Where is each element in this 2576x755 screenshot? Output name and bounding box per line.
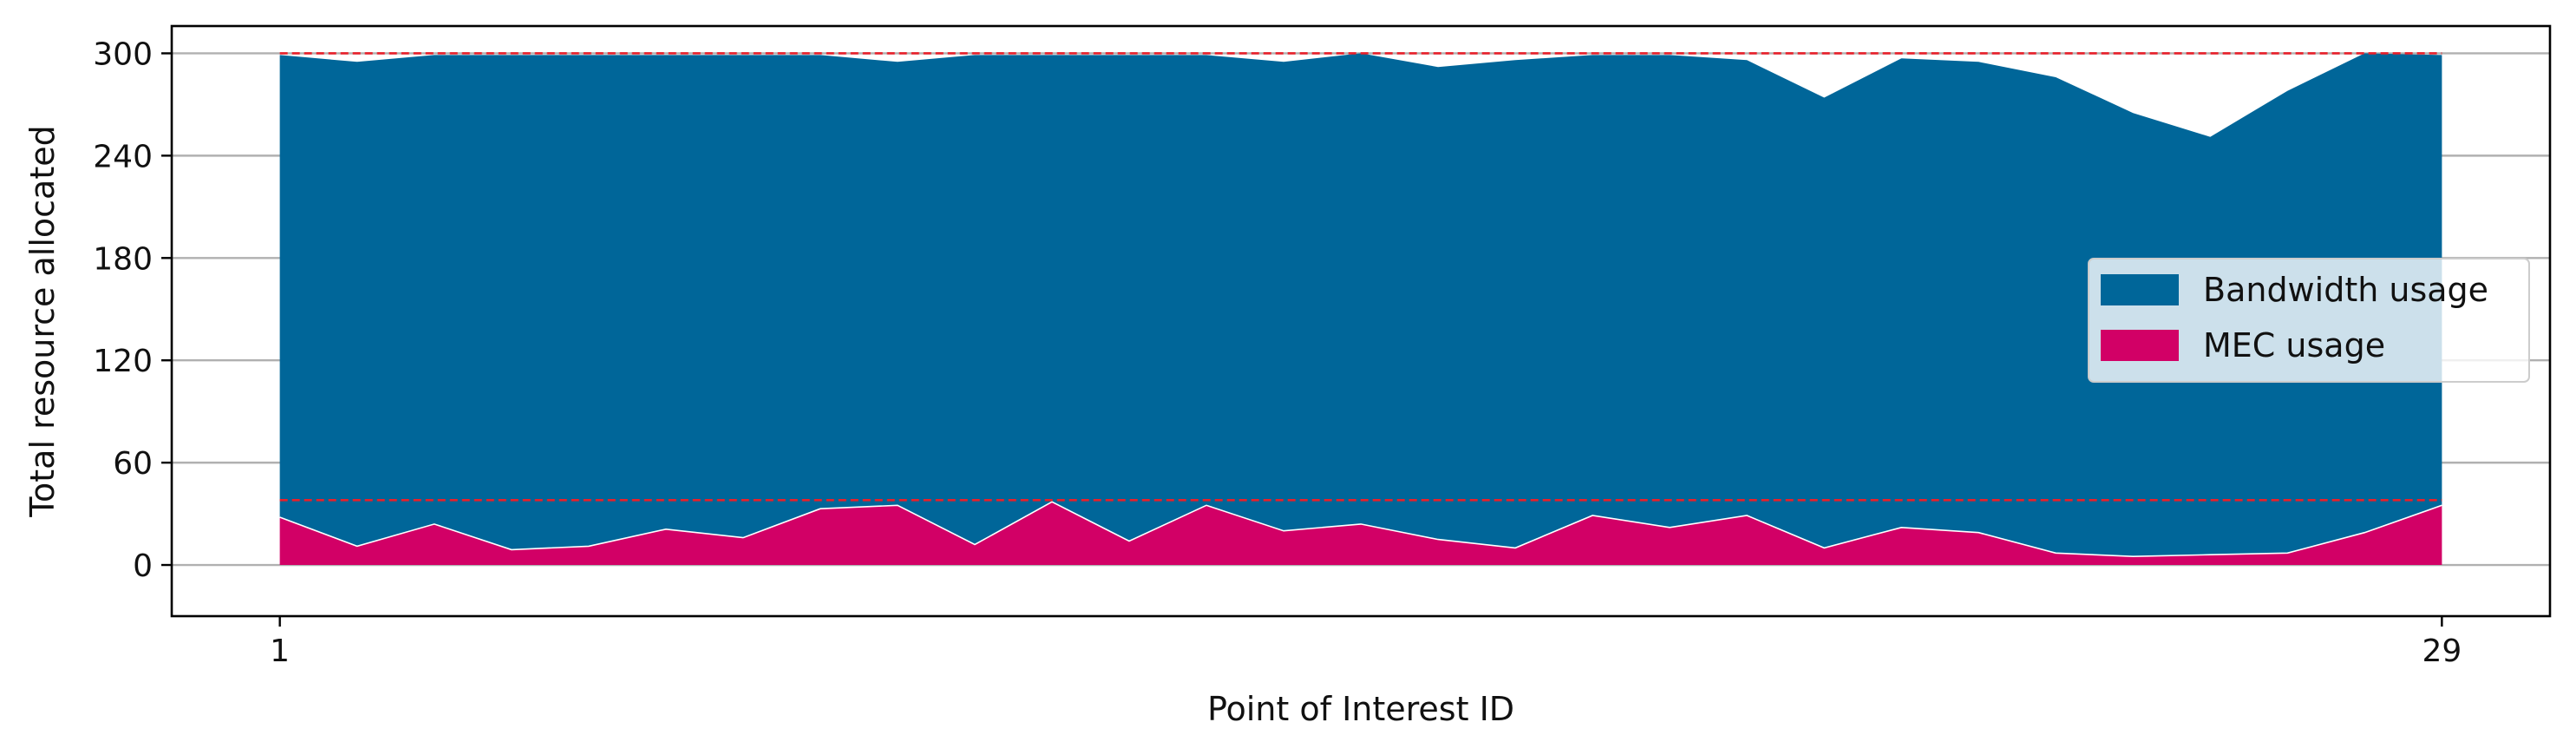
mec-boundary-line bbox=[279, 501, 2442, 558]
mec-area bbox=[279, 502, 2442, 565]
legend: Bandwidth usage MEC usage bbox=[2088, 258, 2530, 383]
legend-label-bandwidth: Bandwidth usage bbox=[2203, 271, 2488, 309]
y-tick-label-180: 180 bbox=[93, 241, 153, 277]
y-tick-label-240: 240 bbox=[93, 139, 153, 174]
legend-box bbox=[2088, 258, 2530, 383]
x-axis-label: Point of Interest ID bbox=[1207, 690, 1514, 728]
x-tick-label-29: 29 bbox=[2422, 634, 2462, 669]
y-tick-label-120: 120 bbox=[93, 344, 153, 379]
bandwidth-area bbox=[279, 53, 2442, 557]
x-tick-label-1: 1 bbox=[270, 634, 290, 669]
legend-swatch-bandwidth bbox=[2101, 274, 2179, 305]
legend-label-mec: MEC usage bbox=[2203, 326, 2385, 364]
y-axis-label: Total resource allocated bbox=[23, 125, 62, 518]
legend-swatch-mec bbox=[2101, 330, 2179, 361]
y-tick-label-300: 300 bbox=[93, 36, 153, 72]
y-tick-label-60: 60 bbox=[113, 446, 153, 482]
y-tick-label-0: 0 bbox=[133, 548, 153, 584]
plot-frame bbox=[170, 24, 2552, 618]
